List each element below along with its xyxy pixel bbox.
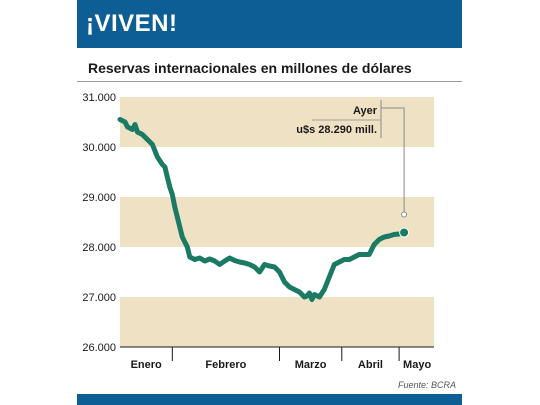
subtitle-divider <box>77 81 462 82</box>
band-28000 <box>120 197 434 247</box>
header-banner: ¡VIVEN! <box>77 0 462 48</box>
annotation-connector-dot <box>401 211 408 218</box>
footer-bar <box>77 394 462 405</box>
month-label-marzo: Marzo <box>295 359 327 371</box>
annotation-connector <box>381 107 405 217</box>
last-point-marker <box>399 227 410 238</box>
y-tick-label-26000: 26.000 <box>82 342 116 354</box>
band-30000 <box>120 97 434 147</box>
month-label-enero: Enero <box>131 359 162 371</box>
month-label-abril: Abril <box>358 359 383 371</box>
annotation-value: u$s 28.290 mill. <box>296 124 377 136</box>
month-label-febrero: Febrero <box>205 359 246 371</box>
chart-subtitle: Reservas internacionales en millones de … <box>88 60 412 76</box>
y-tick-label-28000: 28.000 <box>82 242 116 254</box>
y-tick-label-29000: 29.000 <box>82 192 116 204</box>
y-tick-label-31000: 31.000 <box>82 92 116 104</box>
band-26000 <box>120 297 434 347</box>
month-label-mayo: Mayo <box>403 359 431 371</box>
annotation-label: Ayer <box>353 105 378 117</box>
y-tick-label-30000: 30.000 <box>82 142 116 154</box>
header-title: ¡VIVEN! <box>86 10 178 37</box>
reserves-line <box>117 117 407 302</box>
y-tick-label-27000: 27.000 <box>82 292 116 304</box>
source-note: Fuente: BCRA <box>397 380 456 390</box>
